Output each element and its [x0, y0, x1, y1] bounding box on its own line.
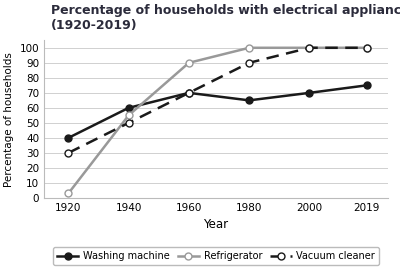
X-axis label: Year: Year [204, 218, 228, 232]
Y-axis label: Percentage of households: Percentage of households [4, 52, 14, 186]
Text: Percentage of households with electrical appliances
(1920-2019): Percentage of households with electrical… [51, 4, 400, 32]
Legend: Washing machine, Refrigerator, Vacuum cleaner: Washing machine, Refrigerator, Vacuum cl… [53, 247, 379, 265]
